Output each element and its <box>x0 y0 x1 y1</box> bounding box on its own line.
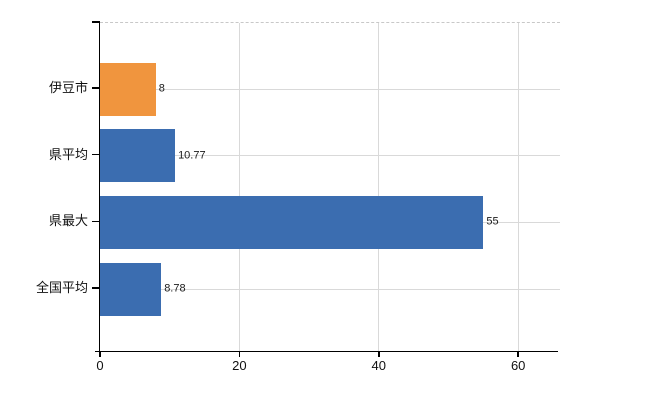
category-label: 伊豆市 <box>48 80 88 96</box>
bar-value-label: 55 <box>486 215 499 228</box>
bar-value-label: 10.77 <box>178 149 206 162</box>
y-axis-tick <box>92 287 100 289</box>
x-axis-tick <box>517 351 519 357</box>
plot-area: 8 10.77 55 8.78 <box>100 22 560 352</box>
y-axis-tick <box>92 220 100 223</box>
x-axis-line <box>95 350 558 352</box>
vertical-gridline <box>238 23 240 352</box>
category-label: 県平均 <box>48 146 88 162</box>
horizontal-gridline <box>100 288 560 290</box>
horizontal-gridline <box>100 155 560 157</box>
bar <box>100 195 484 249</box>
x-axis-tick <box>99 351 101 357</box>
x-tick-label: 40 <box>371 358 387 373</box>
vertical-gridline <box>378 23 380 352</box>
bar <box>100 62 156 116</box>
y-axis-line <box>98 22 100 351</box>
y-axis-top-tick <box>92 21 100 23</box>
y-axis-tick <box>92 153 100 156</box>
category-label: 県最大 <box>48 213 88 229</box>
x-tick-label: 20 <box>232 358 247 373</box>
vertical-gridline <box>517 23 519 352</box>
bar <box>100 262 162 316</box>
bar-value-label: 8.78 <box>164 282 186 295</box>
horizontal-gridline <box>100 88 560 90</box>
bar <box>100 129 176 183</box>
y-axis-tick <box>92 87 100 89</box>
x-axis-tick <box>378 351 380 357</box>
x-tick-label: 60 <box>510 358 526 373</box>
bar-value-label: 8 <box>158 82 165 95</box>
x-axis-tick <box>238 351 241 357</box>
category-label: 全国平均 <box>35 280 88 296</box>
x-tick-label: 0 <box>96 358 104 373</box>
